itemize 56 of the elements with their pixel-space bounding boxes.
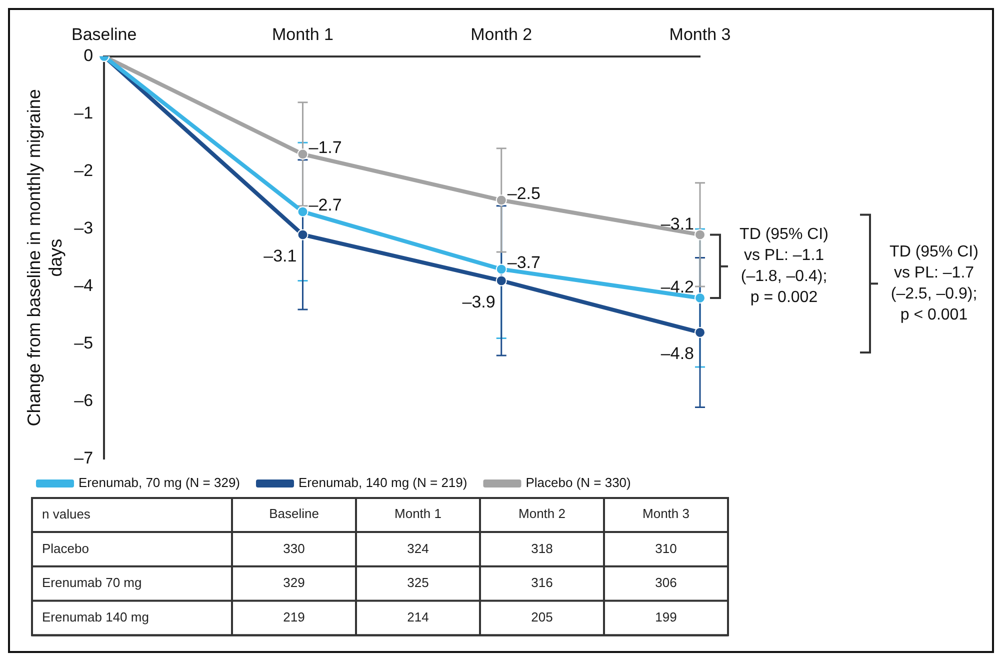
data-label: –1.7 xyxy=(308,138,342,157)
y-tick-label: Erenumab 70 mg xyxy=(42,575,142,590)
legend-label: Erenumab, 140 mg (N = 219) xyxy=(298,475,468,490)
text: TD (95% CI) vs PL: –1.7 (–2.5, –0.9); p < 0.001 xyxy=(890,243,978,324)
data-label: 219 xyxy=(283,610,305,625)
data-label: –2.7 xyxy=(308,195,342,214)
y-tick-label: Erenumab 140 mg xyxy=(42,610,149,625)
text: TD (95% CI) vs PL: –1.1 (–1.8, –0.4); p = 0.002 xyxy=(740,226,828,306)
data-label: 310 xyxy=(655,540,677,556)
legend-label: Placebo (N = 330) xyxy=(526,475,631,490)
y-tick-label: –1 xyxy=(74,104,94,123)
data-label: 205 xyxy=(531,610,553,625)
point xyxy=(496,275,507,286)
data-label: 329 xyxy=(283,575,305,590)
data-label: 306 xyxy=(655,575,677,590)
y-tick-label: –3 xyxy=(74,218,94,238)
data-label: –3.7 xyxy=(507,252,540,272)
x-tick-label: Month 1 xyxy=(272,24,334,44)
y-tick-label: 0 xyxy=(84,46,94,66)
x-tick-label: Baseline xyxy=(269,506,319,521)
data-label: 325 xyxy=(407,575,429,590)
y-tick-label: –7 xyxy=(74,448,94,468)
point xyxy=(694,292,706,304)
y-tick-label: –2 xyxy=(74,161,94,180)
y-tick-label: –6 xyxy=(74,391,94,410)
data-label: –3.9 xyxy=(462,292,496,312)
data-label: –4.8 xyxy=(660,344,694,364)
y-tick-label: Placebo xyxy=(42,540,89,556)
y-tick-label: –5 xyxy=(74,334,94,353)
y-tick-label: –4 xyxy=(74,276,94,296)
data-label: 199 xyxy=(655,610,677,625)
data-label: 330 xyxy=(283,540,305,556)
legend-label: Erenumab, 70 mg (N = 329) xyxy=(78,475,240,490)
x-tick-label: Month 3 xyxy=(669,24,731,44)
point xyxy=(496,264,507,275)
point xyxy=(496,194,507,206)
point xyxy=(694,326,706,338)
point xyxy=(297,148,308,160)
point xyxy=(297,206,308,218)
data-label: –2.5 xyxy=(507,184,540,203)
y-axis-title: Change from baseline in monthly migraine days xyxy=(24,89,66,426)
x-tick-label: Month 2 xyxy=(518,506,566,521)
data-label: –3.1 xyxy=(660,214,694,234)
data-label: 214 xyxy=(407,610,429,625)
data-label: –3.1 xyxy=(264,246,297,266)
point xyxy=(297,229,308,240)
x-tick-label: Month 1 xyxy=(394,506,442,521)
data-label: 324 xyxy=(407,540,429,556)
data-label: 316 xyxy=(531,575,553,590)
x-tick-label: Baseline xyxy=(72,24,137,44)
x-tick-label: Month 3 xyxy=(642,506,690,521)
x-tick-label: Month 2 xyxy=(470,24,532,44)
text: n values xyxy=(42,506,91,522)
data-label: 318 xyxy=(531,540,553,556)
point xyxy=(694,229,706,240)
data-label: –4.2 xyxy=(660,278,694,297)
